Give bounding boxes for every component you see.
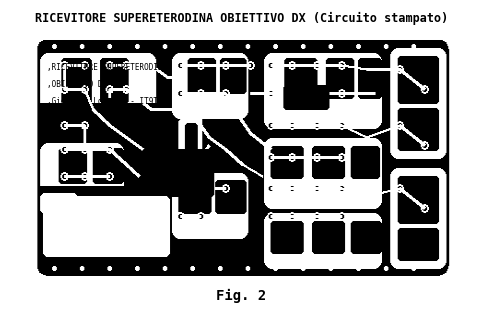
- Text: ,Giovanni Lorenzi - IT9TZZ: ,Giovanni Lorenzi - IT9TZZ: [47, 97, 167, 106]
- Text: RICEVITORE SUPERETERODINA OBIETTIVO DX (Circuito stampato): RICEVITORE SUPERETERODINA OBIETTIVO DX (…: [35, 12, 448, 25]
- Text: ,RICEVITORE SUPERETERODINA: ,RICEVITORE SUPERETERODINA: [47, 63, 167, 72]
- Text: ,OBIETTIVO DX: ,OBIETTIVO DX: [47, 80, 107, 89]
- Text: Fig. 2: Fig. 2: [216, 289, 267, 303]
